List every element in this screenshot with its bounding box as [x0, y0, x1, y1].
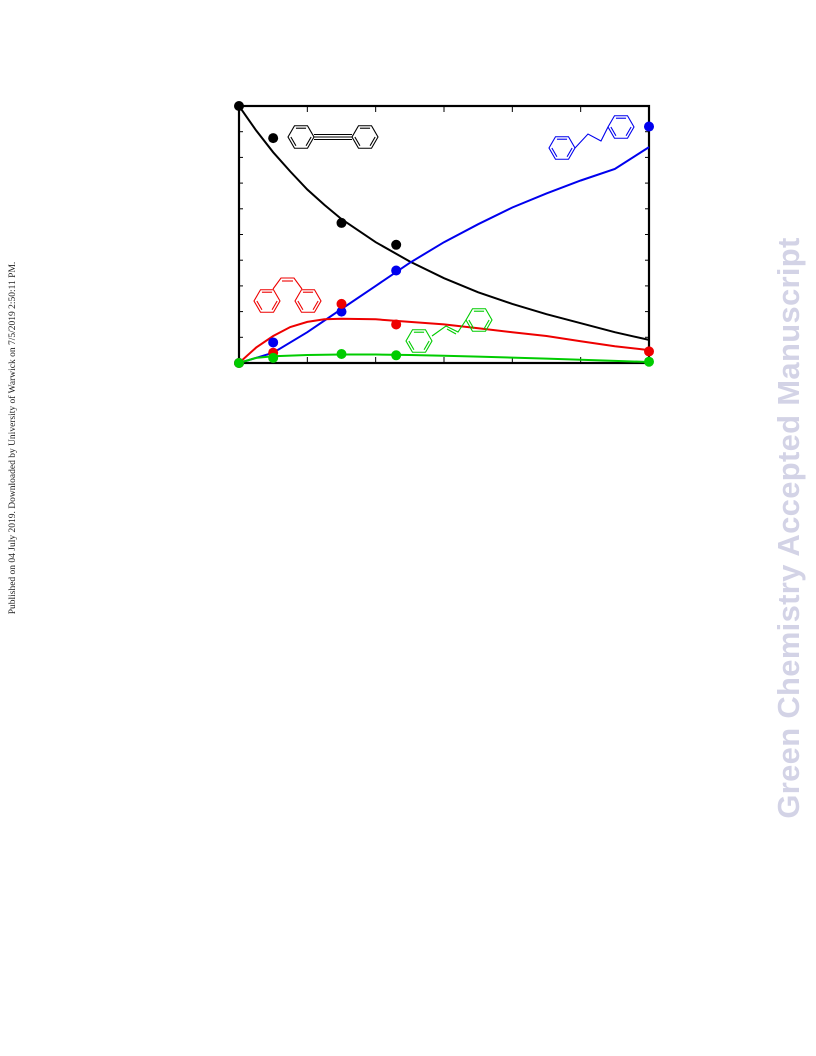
- data-point-bibenzyl-3: [391, 265, 402, 276]
- fit-line-trans-stilbene: [238, 353, 650, 364]
- data-point-trans-stilbene-1: [268, 352, 279, 363]
- trans-stilbene-structure-icon: [405, 308, 493, 353]
- data-point-bibenzyl-4: [644, 121, 654, 132]
- data-point-diphenylacetylene-3: [391, 239, 402, 250]
- data-point-diphenylacetylene-0: [234, 101, 244, 111]
- data-point-cis-stilbene-2: [336, 298, 347, 309]
- structure-icons: [253, 115, 635, 353]
- data-point-diphenylacetylene-1: [268, 133, 279, 144]
- data-point-trans-stilbene-2: [336, 349, 347, 360]
- data-markers: [234, 101, 654, 368]
- data-point-cis-stilbene-4: [644, 346, 654, 357]
- data-point-trans-stilbene-0: [234, 358, 244, 368]
- data-point-trans-stilbene-4: [644, 356, 654, 367]
- cis-stilbene-structure-icon: [253, 277, 322, 313]
- data-point-bibenzyl-2: [336, 306, 347, 317]
- data-point-bibenzyl-1: [268, 337, 279, 348]
- fit-lines: [238, 105, 650, 364]
- bibenzyl-structure-icon: [548, 115, 635, 160]
- diphenylacetylene-structure-icon: [287, 125, 379, 149]
- fit-line-bibenzyl: [238, 146, 650, 364]
- fit-line-cis-stilbene: [238, 317, 650, 364]
- data-point-diphenylacetylene-2: [336, 217, 347, 228]
- data-point-trans-stilbene-3: [391, 350, 402, 361]
- fit-line-diphenylacetylene: [238, 105, 650, 341]
- data-point-cis-stilbene-3: [391, 319, 402, 330]
